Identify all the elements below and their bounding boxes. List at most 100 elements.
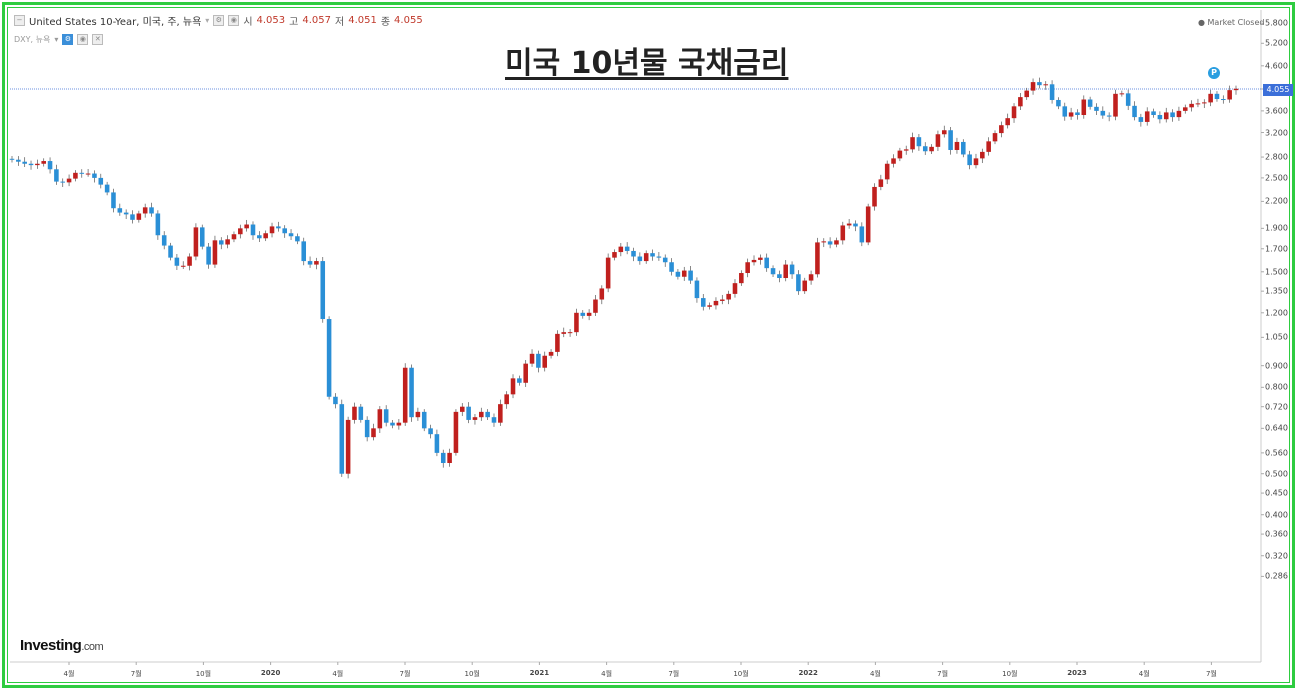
y-tick-label: 1.900: [1265, 223, 1288, 233]
candle-body: [770, 268, 776, 275]
candle-body: [827, 241, 833, 245]
overlay-name[interactable]: DXY, 뉴욕: [14, 35, 51, 44]
candle-body: [28, 163, 34, 166]
y-tick-label: 0.320: [1265, 551, 1288, 561]
candle-body: [973, 158, 979, 166]
candle-body: [390, 422, 395, 426]
candle-body: [498, 404, 503, 423]
candle-body: [662, 257, 668, 263]
candle-body: [789, 264, 795, 275]
candle-body: [263, 233, 268, 239]
candle-body: [428, 428, 433, 435]
candle-body: [637, 256, 643, 262]
candle-body: [231, 234, 237, 240]
close-label: 종: [380, 17, 391, 28]
candle-body: [777, 274, 782, 279]
candle-body: [206, 246, 211, 265]
x-tick-label: 10월: [733, 670, 749, 678]
settings-icon[interactable]: ⚙: [213, 15, 225, 26]
candle-body: [688, 270, 693, 281]
candle-body: [1163, 112, 1169, 120]
candle-body: [301, 241, 307, 262]
high-label: 고: [289, 17, 299, 28]
candle-body: [732, 283, 738, 294]
overlay-header: DXY, 뉴욕 ▾ ⚙ ◉ ✕: [14, 34, 104, 45]
candle-body: [352, 406, 357, 420]
y-tick-label: 0.800: [1265, 382, 1288, 392]
candle-body: [1094, 106, 1099, 111]
overlay-settings-icon[interactable]: ⚙: [62, 34, 74, 45]
low-label: 저: [335, 17, 345, 28]
x-tick-label: 4월: [869, 670, 881, 678]
dropdown-icon[interactable]: ▾: [205, 16, 210, 25]
candle-body: [999, 125, 1004, 134]
candle-body: [111, 192, 116, 209]
x-tick-label: 2020: [260, 669, 281, 677]
y-tick-label: 0.360: [1265, 529, 1288, 539]
candle-body: [884, 163, 890, 180]
y-tick-label: 1.500: [1265, 267, 1288, 277]
y-tick-label: 2.200: [1265, 196, 1288, 206]
candle-body: [136, 213, 142, 220]
chart-title: 미국 10년물 국채금리: [505, 46, 789, 81]
x-tick-label: 10월: [464, 670, 480, 678]
collapse-icon[interactable]: −: [14, 15, 25, 26]
candle-body: [60, 181, 66, 183]
visibility-icon[interactable]: ◉: [228, 15, 240, 26]
candle-body: [130, 214, 135, 220]
candle-body: [1030, 82, 1036, 91]
candle-body: [244, 224, 249, 229]
candle-body: [1195, 103, 1201, 105]
candle-body: [872, 186, 877, 207]
candle-body: [333, 396, 338, 405]
candle-body: [1062, 106, 1068, 117]
candle-body: [523, 363, 528, 383]
overlay-close-icon[interactable]: ✕: [92, 34, 104, 45]
candle-body: [161, 235, 167, 246]
candle-body: [364, 419, 370, 438]
candle-body: [821, 241, 827, 243]
y-tick-label: 2.500: [1265, 173, 1288, 183]
candle-body: [980, 151, 985, 159]
candle-body: [79, 172, 85, 174]
x-tick-label: 7월: [668, 670, 680, 678]
chart-header: − United States 10-Year, 미국, 주, 뉴욕 ▾ ⚙ ◉…: [14, 13, 423, 28]
candle-body: [421, 411, 427, 429]
high-value: 4.057: [302, 15, 331, 26]
instrument-name[interactable]: United States 10-Year, 미국, 주, 뉴욕: [29, 17, 202, 28]
candle-body: [326, 319, 332, 397]
candle-body: [783, 264, 789, 279]
y-tick-label: 0.640: [1265, 423, 1288, 433]
candle-body: [104, 184, 110, 193]
candle-body: [250, 224, 256, 236]
candle-body: [85, 173, 91, 175]
candle-body: [618, 246, 624, 253]
overlay-dropdown-icon[interactable]: ▾: [54, 35, 59, 44]
candle-body: [992, 133, 998, 142]
candle-body: [567, 332, 573, 334]
market-status: ● Market Closed: [1198, 18, 1265, 27]
candle-body: [1144, 111, 1150, 122]
candle-body: [948, 130, 953, 150]
candle-body: [808, 274, 814, 281]
candle-body: [295, 236, 300, 242]
candle-body: [605, 257, 611, 289]
candle-body: [726, 293, 731, 300]
y-tick-label: 1.700: [1265, 244, 1288, 254]
candle-body: [491, 417, 497, 423]
event-marker-icon[interactable]: P: [1208, 67, 1220, 79]
candle-body: [675, 271, 681, 277]
candle-body: [1176, 110, 1182, 118]
candle-body: [212, 240, 218, 265]
investing-logo: Investing.com: [20, 637, 104, 654]
candle-body: [751, 259, 757, 263]
candle-body: [739, 273, 744, 284]
overlay-visibility-icon[interactable]: ◉: [77, 34, 89, 45]
candle-body: [859, 226, 865, 243]
candle-body: [402, 367, 408, 423]
candle-body: [1037, 82, 1042, 86]
candle-body: [180, 265, 186, 267]
candle-body: [1100, 110, 1106, 116]
current-price-badge: 4.055: [1263, 84, 1293, 96]
